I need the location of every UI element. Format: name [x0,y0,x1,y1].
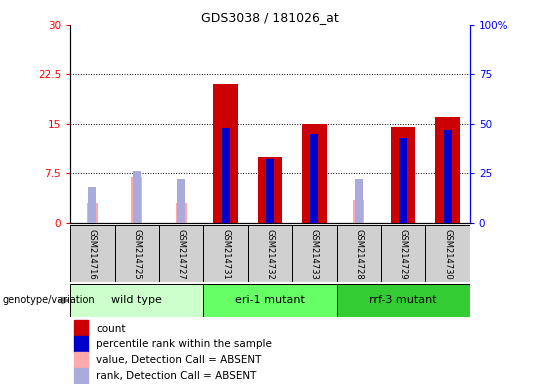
Text: genotype/variation: genotype/variation [3,295,96,306]
Text: GSM214731: GSM214731 [221,229,230,280]
Bar [391,127,415,223]
Text: count: count [96,324,126,334]
Text: GSM214730: GSM214730 [443,229,452,280]
Bar [159,225,204,282]
Bar [292,225,336,282]
Text: GSM214732: GSM214732 [266,229,274,280]
Title: GDS3038 / 181026_at: GDS3038 / 181026_at [201,11,339,24]
Bar [443,130,451,223]
Text: eri-1 mutant: eri-1 mutant [235,295,305,306]
Bar [266,159,274,223]
Bar [74,352,88,368]
Bar [381,225,426,282]
Bar [248,225,292,282]
Bar [176,203,187,223]
Bar [74,368,88,384]
Bar [131,177,143,223]
Bar [213,84,238,223]
Bar [310,134,319,223]
Bar [70,225,114,282]
Text: GSM214729: GSM214729 [399,229,408,280]
Bar [355,179,363,223]
Bar [133,171,141,223]
Bar [89,187,97,223]
Text: rank, Detection Call = ABSENT: rank, Detection Call = ABSENT [96,371,256,381]
Text: GSM214727: GSM214727 [177,229,186,280]
Text: rrf-3 mutant: rrf-3 mutant [369,295,437,306]
Bar [221,128,229,223]
Bar [336,225,381,282]
Text: GSM214725: GSM214725 [132,229,141,280]
Bar [302,124,327,223]
Bar [70,284,204,317]
Bar [177,179,185,223]
Text: GSM214733: GSM214733 [310,229,319,280]
Bar [336,284,470,317]
Bar [87,203,98,223]
Bar [258,157,282,223]
Text: wild type: wild type [111,295,162,306]
Bar [426,225,470,282]
Bar [353,200,365,223]
Text: GSM214728: GSM214728 [354,229,363,280]
Bar [74,320,88,336]
Text: value, Detection Call = ABSENT: value, Detection Call = ABSENT [96,355,261,365]
Bar [74,336,88,352]
Bar [399,138,407,223]
Bar [204,284,336,317]
Bar [435,117,460,223]
Text: percentile rank within the sample: percentile rank within the sample [96,339,272,349]
Text: GSM214716: GSM214716 [88,229,97,280]
Bar [204,225,248,282]
Bar [114,225,159,282]
